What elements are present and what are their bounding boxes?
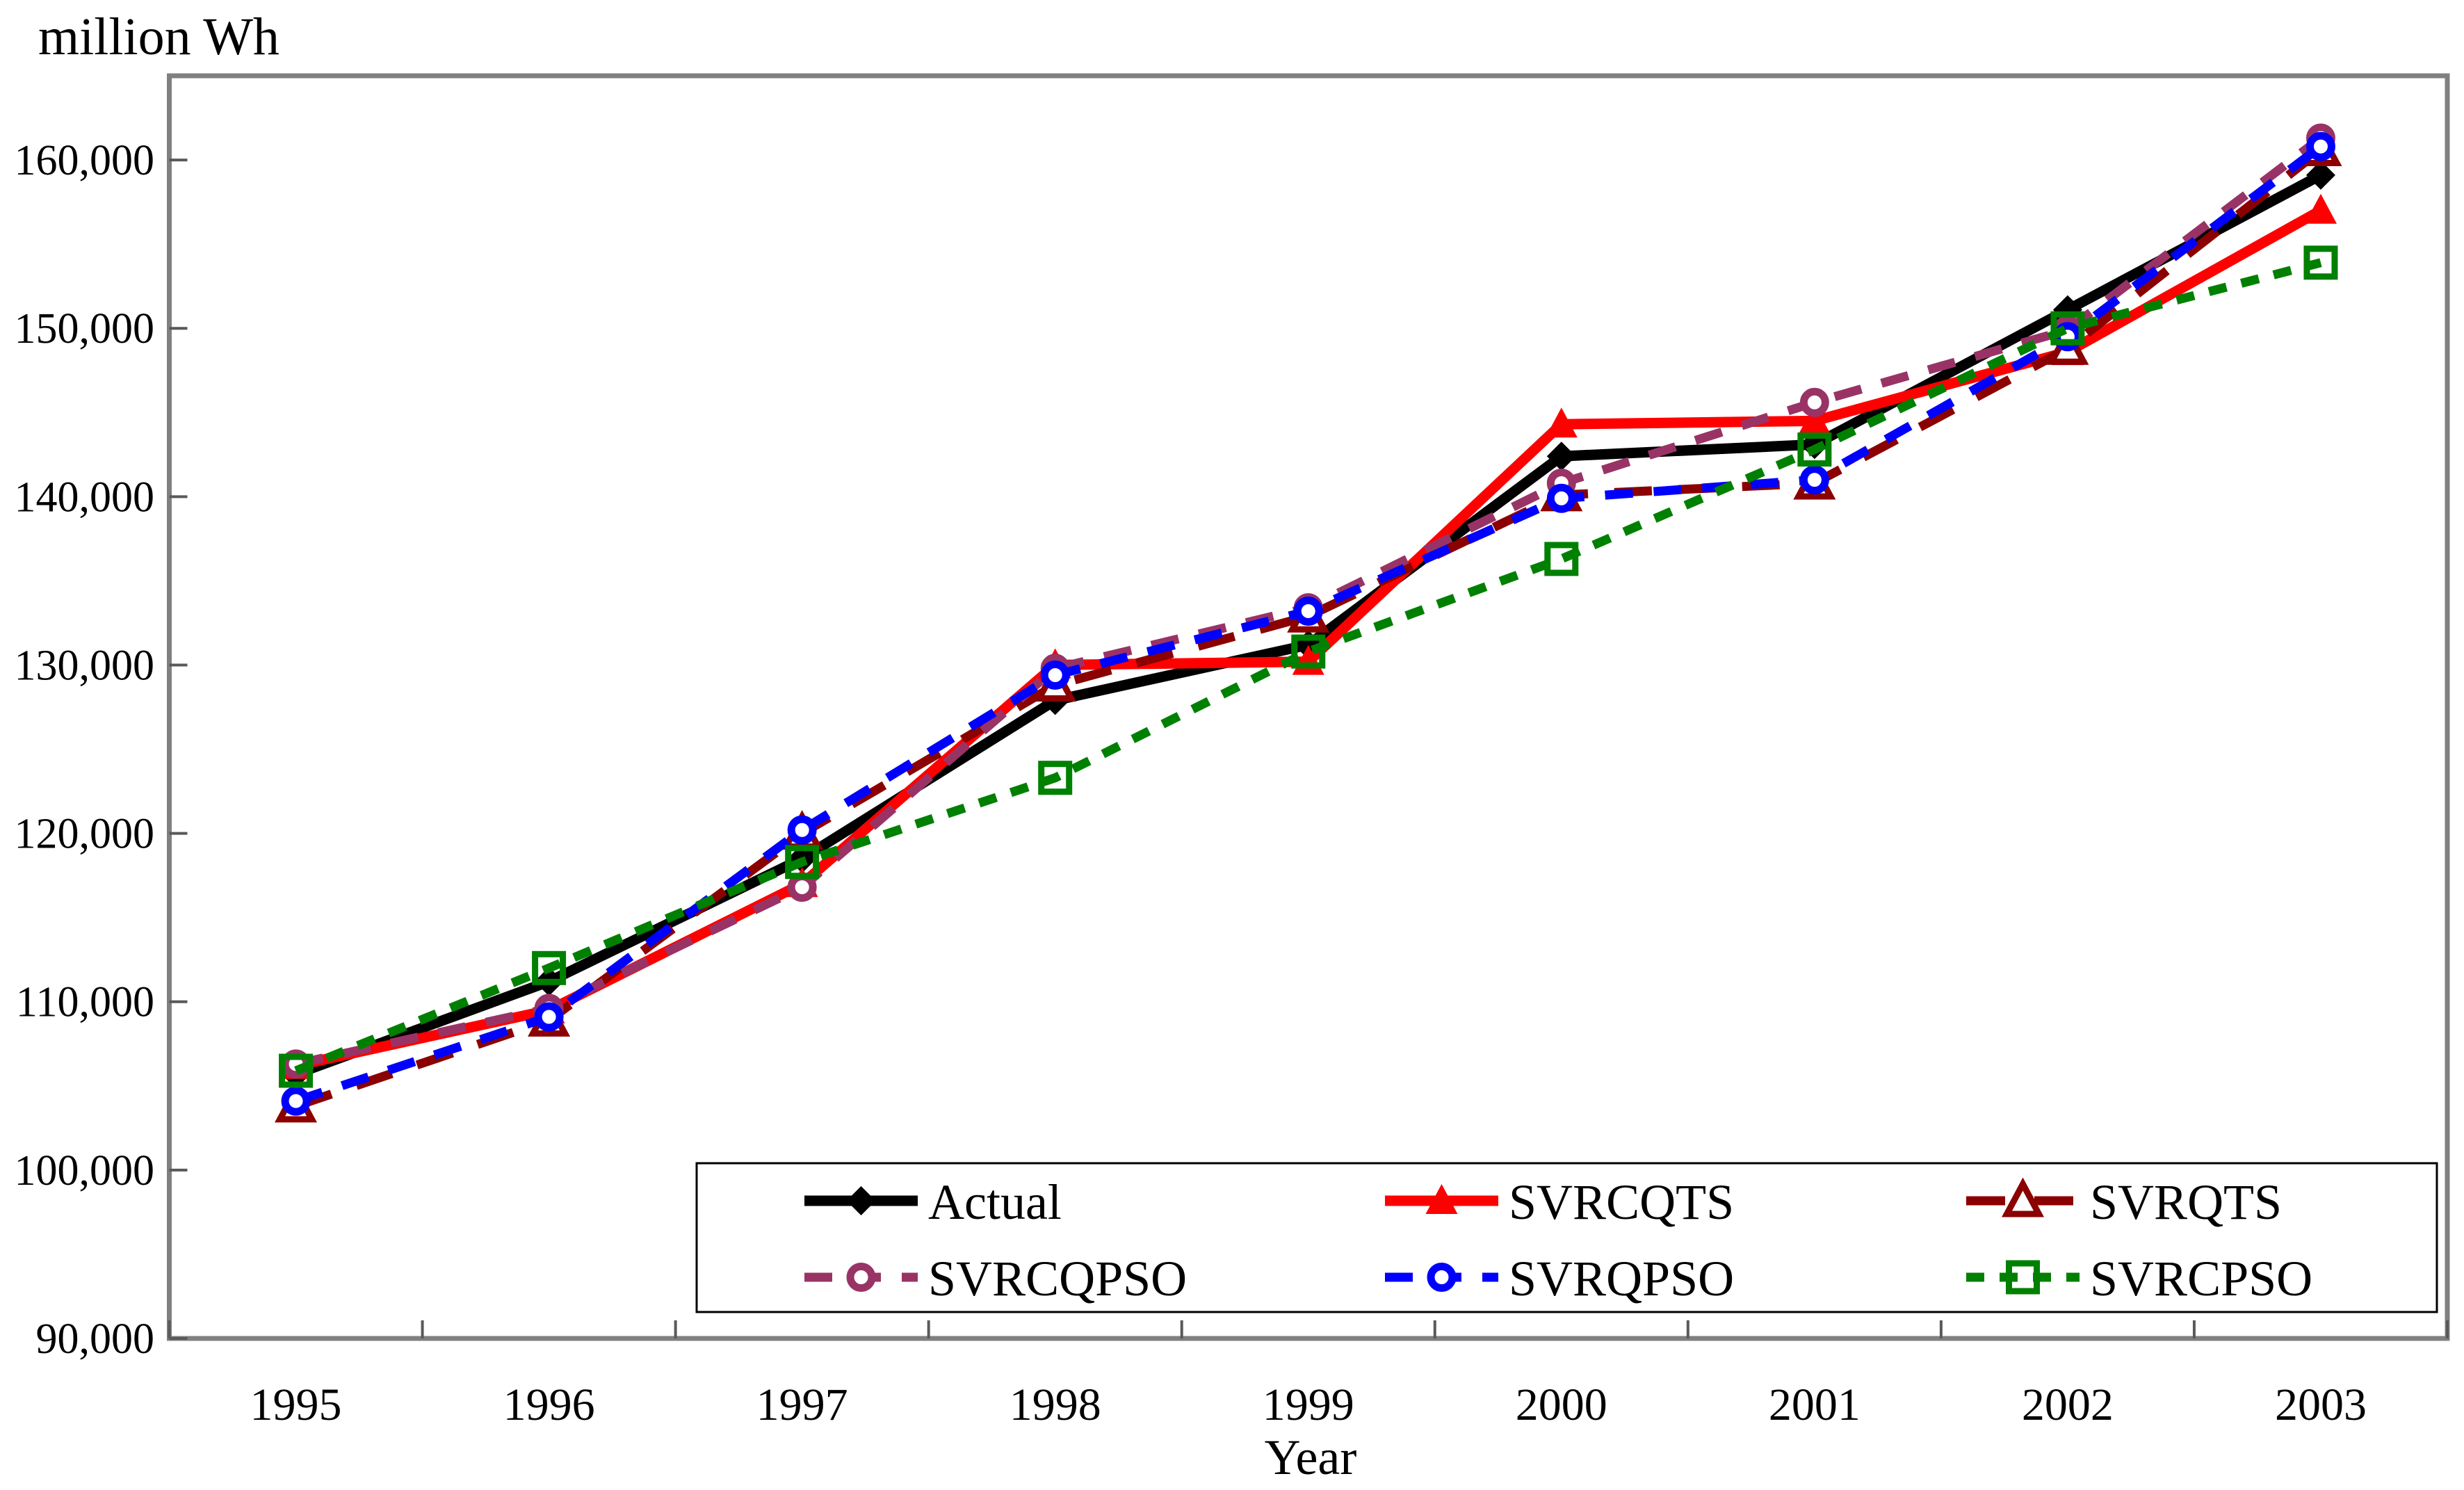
marker-svrcpso-1995	[279, 1053, 314, 1088]
legend-item-svrcpso: SVRCPSO	[1966, 1251, 2312, 1306]
marker-svrcpso-1999	[1291, 634, 1326, 669]
marker-svrqpso-2003	[2305, 131, 2335, 161]
legend-swatch-marker-svrqts	[2001, 1177, 2045, 1217]
legend-label-svrcqts: SVRCQTS	[1509, 1174, 1734, 1230]
marker-svrcqts-2001	[1798, 404, 1831, 435]
marker-svrcpso-1996	[532, 950, 567, 985]
x-tick-label: 2000	[1516, 1379, 1607, 1430]
y-tick-label: 110,000	[16, 979, 154, 1026]
legend-item-svrcqts: SVRCQTS	[1385, 1174, 1734, 1230]
legend-swatch-marker-actual	[846, 1186, 876, 1215]
y-tick-label: 160,000	[15, 137, 155, 184]
marker-svrcqts-2003	[2304, 193, 2337, 224]
legend-label-svrqpso: SVRQPSO	[1509, 1251, 1734, 1306]
marker-svrcpso-2002	[2050, 311, 2085, 346]
marker-svrcqpso-2001	[1799, 387, 1829, 417]
marker-svrcpso-1998	[1038, 761, 1073, 795]
legend-label-svrcpso: SVRCPSO	[2090, 1251, 2312, 1306]
x-tick-label: 1996	[503, 1379, 595, 1430]
series-line-svrqts	[294, 146, 2324, 1111]
legend-label-svrqts: SVRQTS	[2090, 1174, 2282, 1230]
marker-svrcpso-1997	[785, 845, 820, 880]
x-tick-label: 2001	[1769, 1379, 1861, 1430]
marker-svrqpso-1996	[534, 1002, 564, 1032]
marker-svrqpso-1995	[281, 1086, 311, 1116]
plot-area: 90,000 100,000 110,000 120,000 130,000 140,00…	[15, 73, 2450, 1430]
x-tick-label: 1999	[1263, 1379, 1354, 1430]
legend-item-actual: Actual	[804, 1174, 1062, 1230]
marker-svrcqts-2000	[1545, 407, 1578, 438]
legend: Actual SVRCQTS SVRQTS SVRCQPSO SVRQPSO SVRCPS…	[695, 1162, 2438, 1313]
legend-item-svrqts: SVRQTS	[1966, 1174, 2282, 1230]
y-axis-title: million Wh	[38, 8, 279, 66]
marker-svrqpso-1999	[1293, 596, 1323, 626]
x-tick-label: 1997	[756, 1379, 848, 1430]
marker-svrcpso-2000	[1544, 542, 1579, 576]
y-tick-label: 100,000	[15, 1147, 155, 1195]
marker-svrcqpso-1997	[787, 873, 817, 902]
marker-svrqpso-1997	[787, 815, 817, 845]
legend-item-svrqpso: SVRQPSO	[1385, 1251, 1734, 1306]
marker-svrcpso-2003	[2303, 245, 2338, 280]
marker-svrqpso-2001	[1799, 465, 1829, 495]
x-tick-label: 2002	[2022, 1379, 2114, 1430]
y-tick-label: 130,000	[15, 642, 155, 689]
marker-actual-2003	[2305, 160, 2335, 190]
legend-item-svrcqpso: SVRCQPSO	[804, 1251, 1187, 1306]
y-tick-label: 120,000	[15, 811, 155, 858]
legend-label-actual: Actual	[928, 1174, 1062, 1230]
x-tick-label: 2003	[2275, 1379, 2367, 1430]
legend-swatch-marker-svrcqpso	[846, 1263, 876, 1292]
x-axis-title: Year	[1265, 1430, 1357, 1485]
y-tick-label: 90,000	[36, 1315, 155, 1363]
y-tick-label: 150,000	[15, 305, 155, 353]
series-layer	[275, 123, 2342, 1123]
y-tick-label: 140,000	[15, 473, 155, 521]
legend-label-svrcqpso: SVRCQPSO	[928, 1251, 1187, 1306]
marker-svrqpso-2000	[1546, 483, 1576, 513]
marker-svrcpso-2001	[1797, 432, 1832, 467]
legend-swatch-marker-svrcqts	[1425, 1184, 1458, 1214]
legend-box	[695, 1162, 2438, 1313]
marker-actual-2000	[1546, 442, 1576, 471]
x-tick-label: 1998	[1010, 1379, 1101, 1430]
marker-svrqpso-1998	[1040, 660, 1070, 690]
legend-swatch-marker-svrqpso	[1427, 1263, 1457, 1292]
x-tick-label: 1995	[250, 1379, 342, 1430]
legend-swatch-marker-svrcpso	[2006, 1260, 2040, 1295]
plot-border	[167, 73, 2450, 1341]
